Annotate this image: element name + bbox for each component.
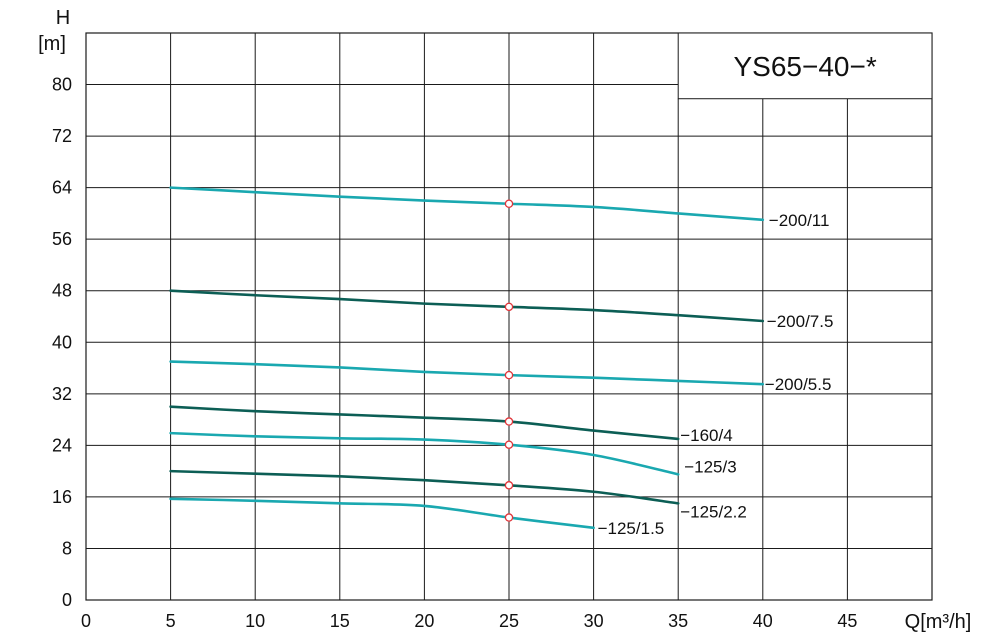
series-label: −160/4 [680, 426, 732, 445]
series-label: −200/5.5 [765, 375, 832, 394]
duty-point-markers [504, 199, 514, 522]
series-line [169, 289, 765, 323]
duty-point-marker [504, 440, 514, 449]
y-axis-title: H [56, 7, 70, 29]
series-label: −125/1.5 [598, 519, 665, 538]
series-label: −200/11 [769, 211, 830, 230]
grid [85, 32, 933, 601]
x-tick-label: 35 [668, 611, 688, 631]
y-tick-labels: 0 8 16 24 32 40 48 56 64 72 80 [52, 75, 72, 610]
x-tick-label: 45 [837, 611, 857, 631]
chart-title: YS65−40−* [733, 51, 876, 82]
x-tick-label: 10 [245, 611, 265, 631]
duty-point-marker [504, 417, 514, 426]
series-line [169, 360, 765, 386]
duty-point-marker [504, 199, 514, 208]
x-tick-label: 15 [330, 611, 350, 631]
x-tick-labels: 0 5 10 15 20 25 30 35 40 45 [81, 611, 857, 631]
series-label: −125/3 [684, 457, 736, 476]
y-tick-label: 64 [52, 178, 72, 198]
y-tick-label: 40 [52, 332, 72, 352]
series-label: −200/7.5 [767, 312, 834, 331]
y-tick-label: 16 [52, 487, 72, 507]
series-line [169, 186, 765, 222]
chart-title-box: YS65−40−* [677, 32, 933, 100]
series-label: −125/2.2 [680, 502, 747, 521]
y-tick-label: 56 [52, 229, 72, 249]
x-tick-label: 5 [166, 611, 176, 631]
series-line [169, 497, 595, 530]
series-line [169, 405, 680, 441]
x-tick-label: 30 [584, 611, 604, 631]
x-tick-label: 20 [414, 611, 434, 631]
x-tick-label: 25 [499, 611, 519, 631]
y-tick-label: 8 [62, 538, 72, 558]
y-tick-label: 72 [52, 126, 72, 146]
duty-point-marker [504, 513, 514, 522]
series-lines [169, 186, 765, 530]
duty-point-marker [504, 302, 514, 312]
y-tick-label: 80 [52, 75, 72, 95]
y-tick-label: 48 [52, 281, 72, 301]
y-tick-label: 24 [52, 435, 72, 455]
x-tick-label: 0 [81, 611, 91, 631]
y-tick-label: 32 [52, 384, 72, 404]
duty-point-marker [504, 370, 514, 380]
x-tick-label: 40 [753, 611, 773, 631]
x-axis-title: Q[m³/h] [905, 611, 972, 633]
series-line [169, 431, 680, 476]
y-tick-label: 0 [62, 590, 72, 610]
title-box-frame [677, 32, 933, 100]
y-axis-unit: [m] [38, 33, 66, 55]
series-labels: −200/11 −200/7.5 −200/5.5 −160/4 −125/3 −125/… [598, 211, 834, 538]
duty-point-marker [504, 481, 514, 490]
series-line [169, 469, 680, 505]
